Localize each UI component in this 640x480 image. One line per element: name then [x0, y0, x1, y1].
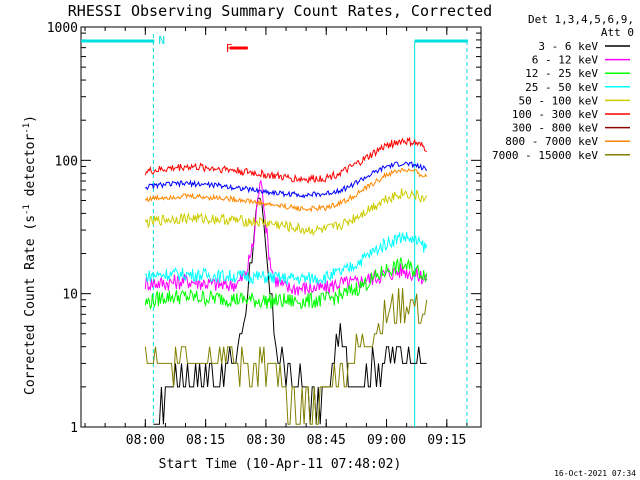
series-line-3 — [144, 232, 428, 286]
legend-label: 6 - 12 keV — [532, 54, 599, 67]
legend-label: 300 - 800 keV — [512, 122, 598, 135]
y-axis-label-mid: detector — [23, 134, 38, 205]
flare-marker: F — [226, 42, 233, 55]
x-tick-label: 08:15 — [186, 433, 225, 448]
series-line-6 — [145, 161, 428, 199]
y-axis-label: Corrected Count Rate (s-1 detector-1) — [22, 115, 38, 395]
legend-label: 12 - 25 keV — [525, 67, 598, 80]
y-tick-label: 1000 — [47, 21, 78, 36]
y-axis-label-end: ) — [23, 115, 38, 123]
legend-header-line2: Att 0 — [601, 26, 634, 39]
legend-label: 7000 - 15000 keV — [492, 149, 598, 162]
legend-label: 3 - 6 keV — [538, 40, 598, 53]
legend-header-line1: Det 1,3,4,5,6,9, — [528, 13, 634, 26]
x-axis: 08:00 08:15 08:30 08:45 09:00 09:15 — [84, 27, 468, 448]
x-tick-label: 09:15 — [427, 433, 466, 448]
y-axis: 1 10 100 1000 — [47, 21, 481, 436]
series-line-2 — [144, 257, 428, 311]
x-tick-label: 08:45 — [307, 433, 346, 448]
y-tick-label: 10 — [62, 288, 78, 303]
series-group — [144, 136, 428, 425]
x-tick-label: 09:00 — [367, 433, 406, 448]
legend-label: 50 - 100 keV — [519, 94, 599, 107]
series-line-5 — [144, 136, 427, 184]
chart-title: RHESSI Observing Summary Count Rates, Co… — [68, 2, 492, 20]
x-tick-label: 08:30 — [246, 433, 285, 448]
legend-label: 25 - 50 keV — [525, 81, 598, 94]
x-axis-label: Start Time (10-Apr-11 07:48:02) — [159, 457, 402, 472]
legend-label: 100 - 300 keV — [512, 108, 598, 121]
series-line-1 — [144, 179, 428, 296]
y-tick-label: 100 — [55, 154, 78, 169]
series-line-0 — [153, 197, 427, 425]
y-axis-label-main: Corrected Count Rate (s — [23, 215, 38, 395]
y-axis-label-sup1: -1 — [22, 204, 32, 215]
y-tick-label: 1 — [70, 421, 78, 436]
series-line-7 — [144, 167, 428, 213]
timestamp: 16-Oct-2021 07:34 — [554, 469, 636, 478]
y-axis-label-sup2: -1 — [22, 123, 32, 134]
x-tick-label: 08:00 — [126, 433, 165, 448]
series-line-8 — [144, 288, 428, 425]
plot-area — [80, 26, 482, 428]
overlay-markers: NF — [81, 34, 468, 427]
legend-label: 800 - 7000 keV — [505, 135, 598, 148]
night-marker: N — [158, 34, 165, 47]
series-line-4 — [144, 188, 428, 237]
plot-frame — [80, 26, 482, 428]
